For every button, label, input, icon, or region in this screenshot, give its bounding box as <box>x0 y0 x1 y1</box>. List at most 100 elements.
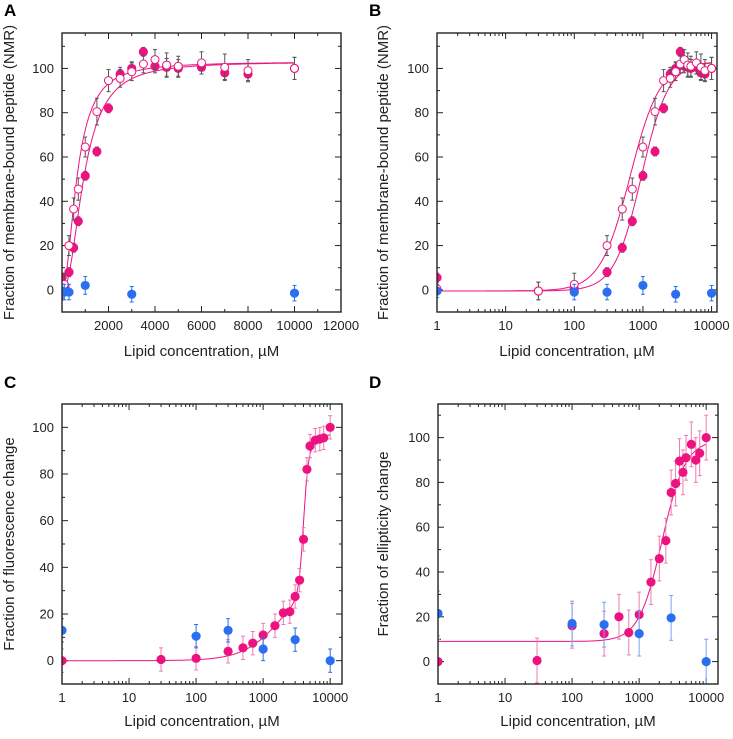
data-point <box>438 657 443 667</box>
data-point <box>248 638 258 648</box>
series-2 <box>62 276 300 303</box>
y-axis-label: Fraction of ellipticity change <box>375 451 392 636</box>
series-0 <box>62 415 335 673</box>
y-tick-label: 0 <box>423 654 430 669</box>
data-point <box>438 608 443 619</box>
x-tick-label: 10 <box>498 318 512 333</box>
data-point <box>695 448 705 458</box>
data-point <box>602 287 612 297</box>
y-tick-label: 60 <box>40 513 54 528</box>
data-point <box>706 288 717 298</box>
data-point <box>437 273 442 283</box>
data-point <box>127 289 137 299</box>
x-tick-label: 8000 <box>234 318 263 333</box>
data-point <box>80 280 90 291</box>
data-point <box>701 657 711 667</box>
x-tick-label: 6000 <box>187 318 216 333</box>
y-tick-label: 40 <box>416 565 430 580</box>
data-point <box>295 575 305 585</box>
series-0 <box>62 46 300 301</box>
x-tick-label: 10000 <box>276 318 312 333</box>
data-point-open <box>115 73 125 83</box>
data-point <box>646 577 656 587</box>
data-point <box>238 643 248 653</box>
y-tick-label: 80 <box>415 105 429 120</box>
x-tick-label: 1000 <box>249 690 278 705</box>
ticks <box>437 404 718 685</box>
x-tick-label: 10 <box>122 690 136 705</box>
x-axis-label: Lipid concentration, µM <box>499 343 654 360</box>
x-tick-label: 100 <box>185 690 207 705</box>
x-axis-label: Lipid concentration, µM <box>500 713 655 730</box>
data-point <box>290 635 300 645</box>
y-tick-label: 100 <box>408 430 430 445</box>
y-tick-label: 40 <box>415 194 429 209</box>
plot-frame <box>437 403 719 685</box>
ticks <box>61 403 342 685</box>
data-point <box>638 171 648 181</box>
data-point <box>191 653 201 663</box>
fit-curve <box>437 62 712 292</box>
y-tick-label: 20 <box>415 238 429 253</box>
data-point-open <box>69 204 79 214</box>
y-tick-label: 60 <box>415 150 429 165</box>
data-point-open <box>243 66 253 76</box>
plot-frame <box>61 403 343 685</box>
data-point <box>285 607 295 617</box>
data-point-open <box>665 73 675 83</box>
data-point-open <box>533 286 543 296</box>
y-tick-label: 100 <box>32 420 54 435</box>
data-point <box>325 656 335 666</box>
y-tick-label: 0 <box>47 653 54 668</box>
data-point-open <box>162 60 172 70</box>
data-point <box>64 287 74 297</box>
data-point <box>138 47 148 57</box>
data-point <box>258 644 268 654</box>
fit-curve <box>437 62 712 292</box>
data-point-open <box>290 63 299 73</box>
data-point <box>701 433 711 443</box>
data-point <box>634 629 644 639</box>
data-point <box>325 422 335 432</box>
data-point <box>671 478 681 489</box>
data-point <box>599 620 609 630</box>
data-point <box>64 267 74 277</box>
data-point <box>666 487 676 498</box>
data-point <box>290 591 300 602</box>
plot-area <box>62 415 335 673</box>
data-point-open <box>197 58 206 68</box>
data-point <box>103 103 114 113</box>
panel-letter: A <box>4 1 16 20</box>
x-tick-label: 10000 <box>688 690 724 705</box>
plot-frame <box>436 32 718 313</box>
ticks <box>61 33 342 313</box>
y-tick-label: 40 <box>40 194 54 209</box>
x-axis-label: Lipid concentration, µM <box>124 713 279 730</box>
panel-A: A 0 20 40 60 80 100 2000 4000 6000 8000 10000 12000 L… <box>1 1 359 360</box>
data-point <box>156 654 166 665</box>
plot-area <box>62 46 300 303</box>
data-point <box>62 656 67 666</box>
data-point <box>671 289 681 299</box>
panel-letter: B <box>369 1 381 20</box>
data-point-open <box>617 204 627 214</box>
data-point-open <box>602 241 612 251</box>
data-point-open <box>127 67 137 77</box>
fit-curve <box>62 62 295 292</box>
data-point <box>617 243 627 253</box>
data-point <box>602 267 612 277</box>
data-point <box>614 612 624 622</box>
y-tick-label: 80 <box>40 105 54 120</box>
plot-area <box>437 46 717 303</box>
data-point <box>666 613 676 623</box>
x-tick-label: 100 <box>563 318 585 333</box>
data-point-open <box>73 184 83 194</box>
data-point-open <box>64 241 74 251</box>
data-point-open <box>80 142 90 152</box>
data-point <box>627 216 637 226</box>
x-tick-label: 1000 <box>625 690 654 705</box>
data-point <box>624 627 634 638</box>
series-1 <box>62 618 335 673</box>
data-point <box>302 464 312 474</box>
